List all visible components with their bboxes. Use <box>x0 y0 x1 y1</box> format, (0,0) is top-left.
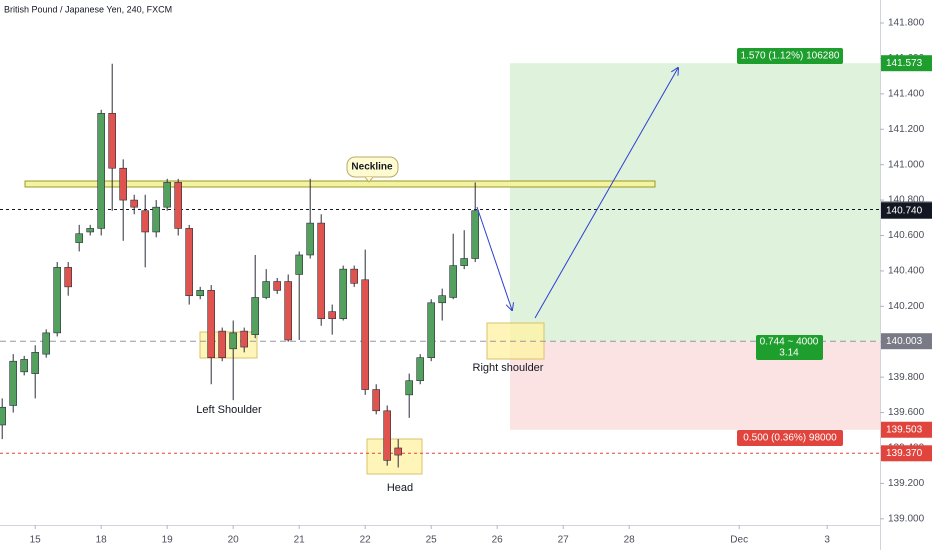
candle-body <box>0 406 7 426</box>
candle-body <box>416 357 425 381</box>
profit-zone <box>510 63 880 342</box>
candle-body <box>405 380 414 396</box>
candle-body <box>383 410 392 461</box>
candle-body <box>273 281 282 291</box>
candle-body <box>438 295 447 304</box>
candle-body <box>427 302 436 358</box>
price-badge <box>881 202 932 219</box>
candle-body <box>163 182 171 208</box>
x-tick-label: 18 <box>96 535 108 546</box>
candle-body <box>350 268 359 284</box>
y-tick-label: 139.800 <box>888 372 925 383</box>
candle-body <box>141 210 149 233</box>
arrow <box>476 206 512 310</box>
candle-body <box>284 281 293 341</box>
price-badge-label: 141.573 <box>886 58 923 69</box>
candle-body <box>306 222 315 256</box>
candle-body <box>449 265 458 298</box>
loss-zone <box>510 341 880 430</box>
candle-body <box>31 352 40 374</box>
candle-body <box>328 311 337 320</box>
arrow <box>534 68 678 319</box>
y-tick-label: 141.400 <box>888 88 925 99</box>
price-badge-label: 140.003 <box>886 336 923 347</box>
price-badge <box>881 421 932 438</box>
candle-body <box>9 360 17 406</box>
neckline-box <box>24 180 656 188</box>
price-badge-label: 139.503 <box>886 424 923 435</box>
ratio-label: 0.744 ~ 4000 <box>760 337 819 348</box>
candle-body <box>240 330 248 348</box>
candle-body <box>108 113 116 169</box>
ratio-badge <box>756 335 823 360</box>
candle-body <box>262 281 271 298</box>
y-tick-label: 140.800 <box>888 195 925 206</box>
candle-body <box>361 279 370 390</box>
price-badge-label: 140.740 <box>886 205 923 216</box>
x-tick-label: 28 <box>624 535 636 546</box>
x-tick-label: 21 <box>294 535 306 546</box>
candle-body <box>119 167 127 201</box>
candle-body <box>174 182 182 229</box>
price-badge-label: 139.370 <box>886 448 923 459</box>
neckline-label: Neckline <box>351 162 393 173</box>
target-badge <box>737 48 843 64</box>
x-tick-label: 25 <box>426 535 438 546</box>
y-tick-label: 141.000 <box>888 159 925 170</box>
price-badge <box>881 445 932 462</box>
candle-body <box>460 258 469 266</box>
candle-body <box>86 228 94 233</box>
chart-title: British Pound / Japanese Yen, 240, FXCM <box>4 4 172 14</box>
y-tick-label: 140.200 <box>888 301 925 312</box>
candle-body <box>471 210 480 259</box>
y-tick-label: 140.400 <box>888 266 925 277</box>
x-tick-label: Dec <box>730 535 748 546</box>
head-label: Head <box>387 482 413 494</box>
y-tick-label: 141.200 <box>888 124 925 135</box>
x-tick-label: 15 <box>30 535 42 546</box>
y-tick-label: 139.000 <box>888 513 925 524</box>
x-tick-label: 22 <box>360 535 372 546</box>
candle-body <box>185 228 193 296</box>
candle-body <box>53 267 62 334</box>
head-box <box>366 438 423 475</box>
x-tick-label: 26 <box>492 535 504 546</box>
price-badge <box>881 55 932 72</box>
candle-body <box>64 267 72 288</box>
left-shoulder-label: Left Shoulder <box>196 404 262 416</box>
y-tick-label: 139.600 <box>888 407 925 418</box>
x-tick-label: 20 <box>228 535 240 546</box>
candle-body <box>75 233 83 243</box>
candle-body <box>152 206 160 233</box>
price-badge <box>881 333 932 350</box>
candle-body <box>229 332 237 350</box>
candle-body <box>251 297 259 335</box>
candle-body <box>20 359 29 373</box>
stop-badge <box>737 430 843 446</box>
y-tick-label: 139.200 <box>888 478 925 489</box>
right-shoulder-label: Right shoulder <box>473 362 544 374</box>
candle-body <box>207 290 215 358</box>
ratio-value: 3.14 <box>779 348 799 359</box>
candle-body <box>42 332 51 355</box>
y-tick-label: 140.600 <box>888 230 925 241</box>
candle-body <box>218 330 226 358</box>
target-label: 1.570 (1.12%) 106280 <box>741 51 840 62</box>
stop-label: 0.500 (0.36%) 98000 <box>743 433 837 444</box>
candle-body <box>317 222 326 320</box>
callout-pointer <box>364 176 374 183</box>
x-tick-label: 3 <box>824 535 830 546</box>
candle-body <box>394 447 403 456</box>
candle-body <box>339 268 348 320</box>
candle-body <box>295 254 304 275</box>
candle-body <box>196 290 204 296</box>
x-tick-label: 27 <box>558 535 570 546</box>
candle-body <box>130 199 138 208</box>
x-tick-label: 19 <box>162 535 174 546</box>
candle-body <box>372 389 381 412</box>
y-tick-label: 141.800 <box>888 18 925 29</box>
candle-body <box>97 113 105 229</box>
